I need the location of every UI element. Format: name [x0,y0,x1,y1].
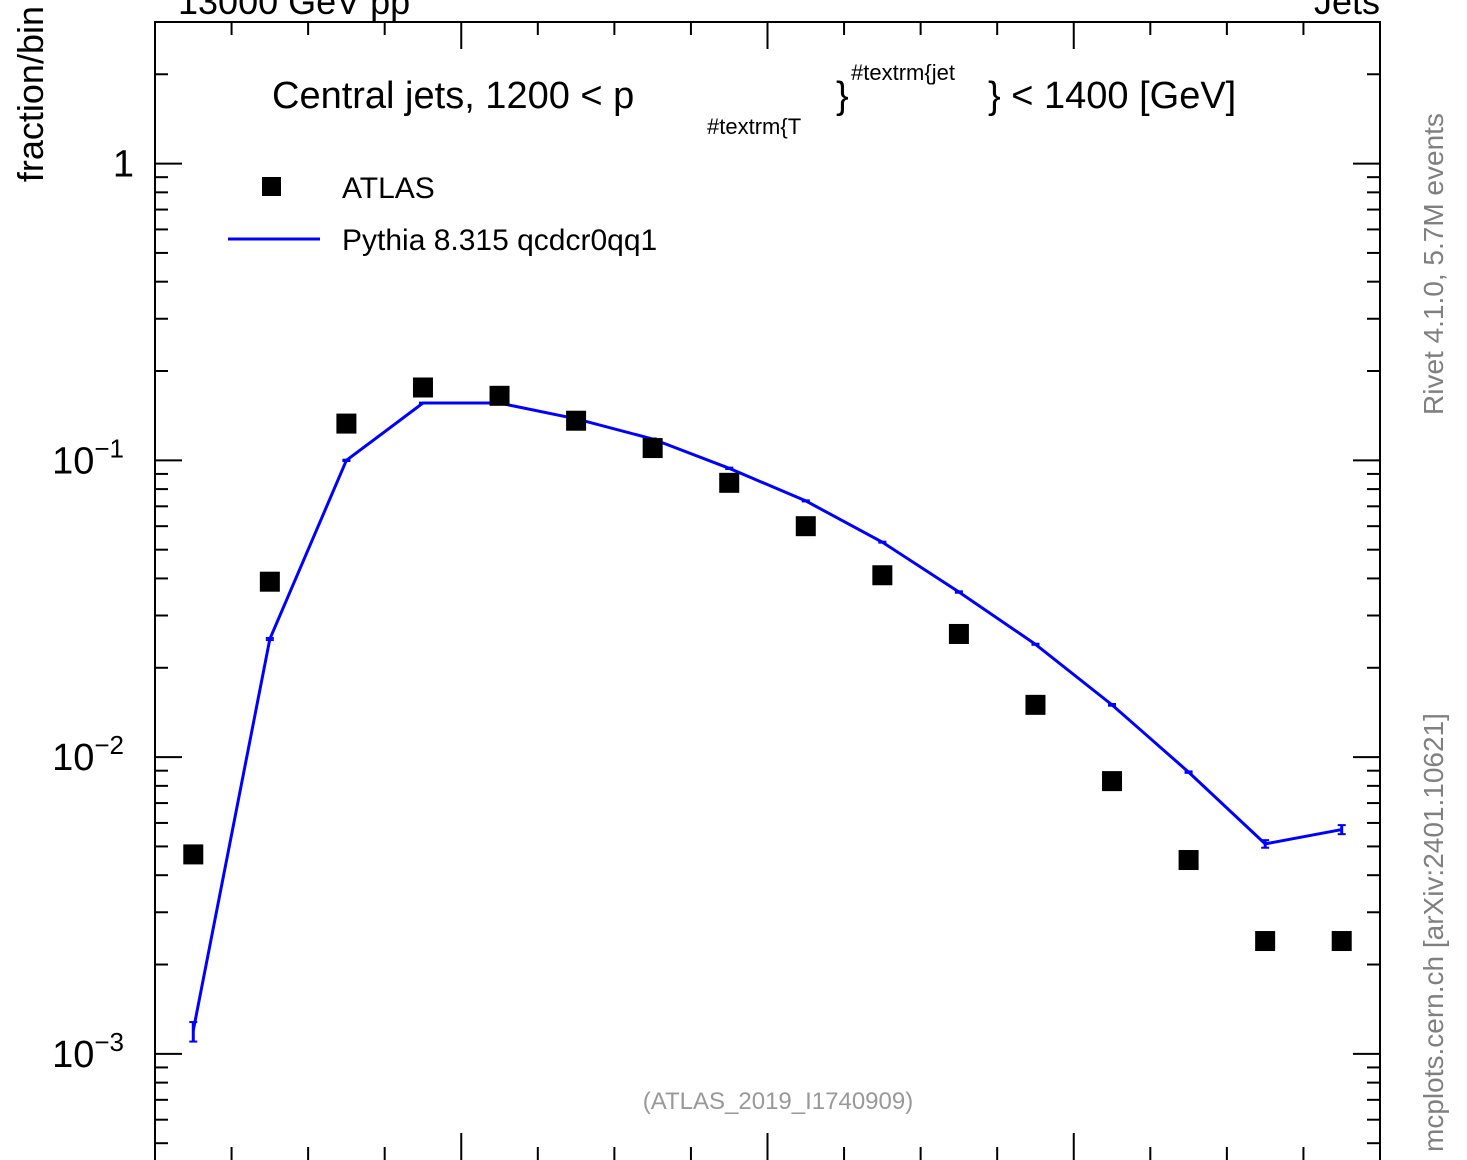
legend-label-atlas: ATLAS [342,172,435,205]
atlas-point [336,413,357,434]
title-superscript: #textrm{jet [851,60,955,85]
chart-title: Central jets, 1200 < p #textrm{T } #text… [272,60,1236,139]
analysis-watermark: (ATLAS_2019_I1740909) [643,1088,913,1115]
atlas-point [1255,931,1276,952]
y-tick-label: 10−1 [52,433,124,482]
axis-ticks: 1 10−1 10−2 10−3 [52,21,1380,1160]
legend-label-pythia: Pythia 8.315 qcdcr0qq1 [342,224,657,257]
title-subscript: #textrm{T [707,114,801,139]
right-label-top: Rivet 4.1.0, 5.7M events [1418,113,1449,415]
legend: ATLAS Pythia 8.315 qcdcr0qq1 [228,172,657,257]
atlas-point [1102,771,1123,792]
atlas-point [1025,694,1046,715]
atlas-point [948,623,969,644]
title-brace: } [836,75,849,117]
atlas-series [183,377,1352,952]
legend-marker-atlas [262,177,281,196]
atlas-point [1178,850,1199,871]
plot-frame [154,21,1381,1160]
y-tick-label: 10−2 [52,730,124,779]
title-main: Central jets, 1200 < p [272,75,634,117]
atlas-point [1331,931,1352,952]
top-right-text: Jets [1314,0,1380,22]
y-tick-label: 1 [113,144,134,186]
atlas-point [259,571,280,592]
atlas-point [719,472,740,493]
atlas-point [183,844,204,865]
atlas-point [642,438,663,459]
atlas-point [566,410,587,431]
pythia-series [189,401,1346,1043]
atlas-point [795,516,816,537]
pythia-line [191,401,1342,1031]
atlas-point [872,565,893,586]
top-left-text: 13000 GeV pp [178,0,410,22]
atlas-point [412,377,433,398]
atlas-point [489,385,510,406]
y-tick-label: 10−3 [52,1027,124,1076]
right-label-bottom: mcplots.cern.ch [arXiv:2401.10621] [1418,713,1449,1152]
title-tail: } < 1400 [GeV] [988,75,1236,117]
y-axis-label: fraction/bin [10,6,51,182]
